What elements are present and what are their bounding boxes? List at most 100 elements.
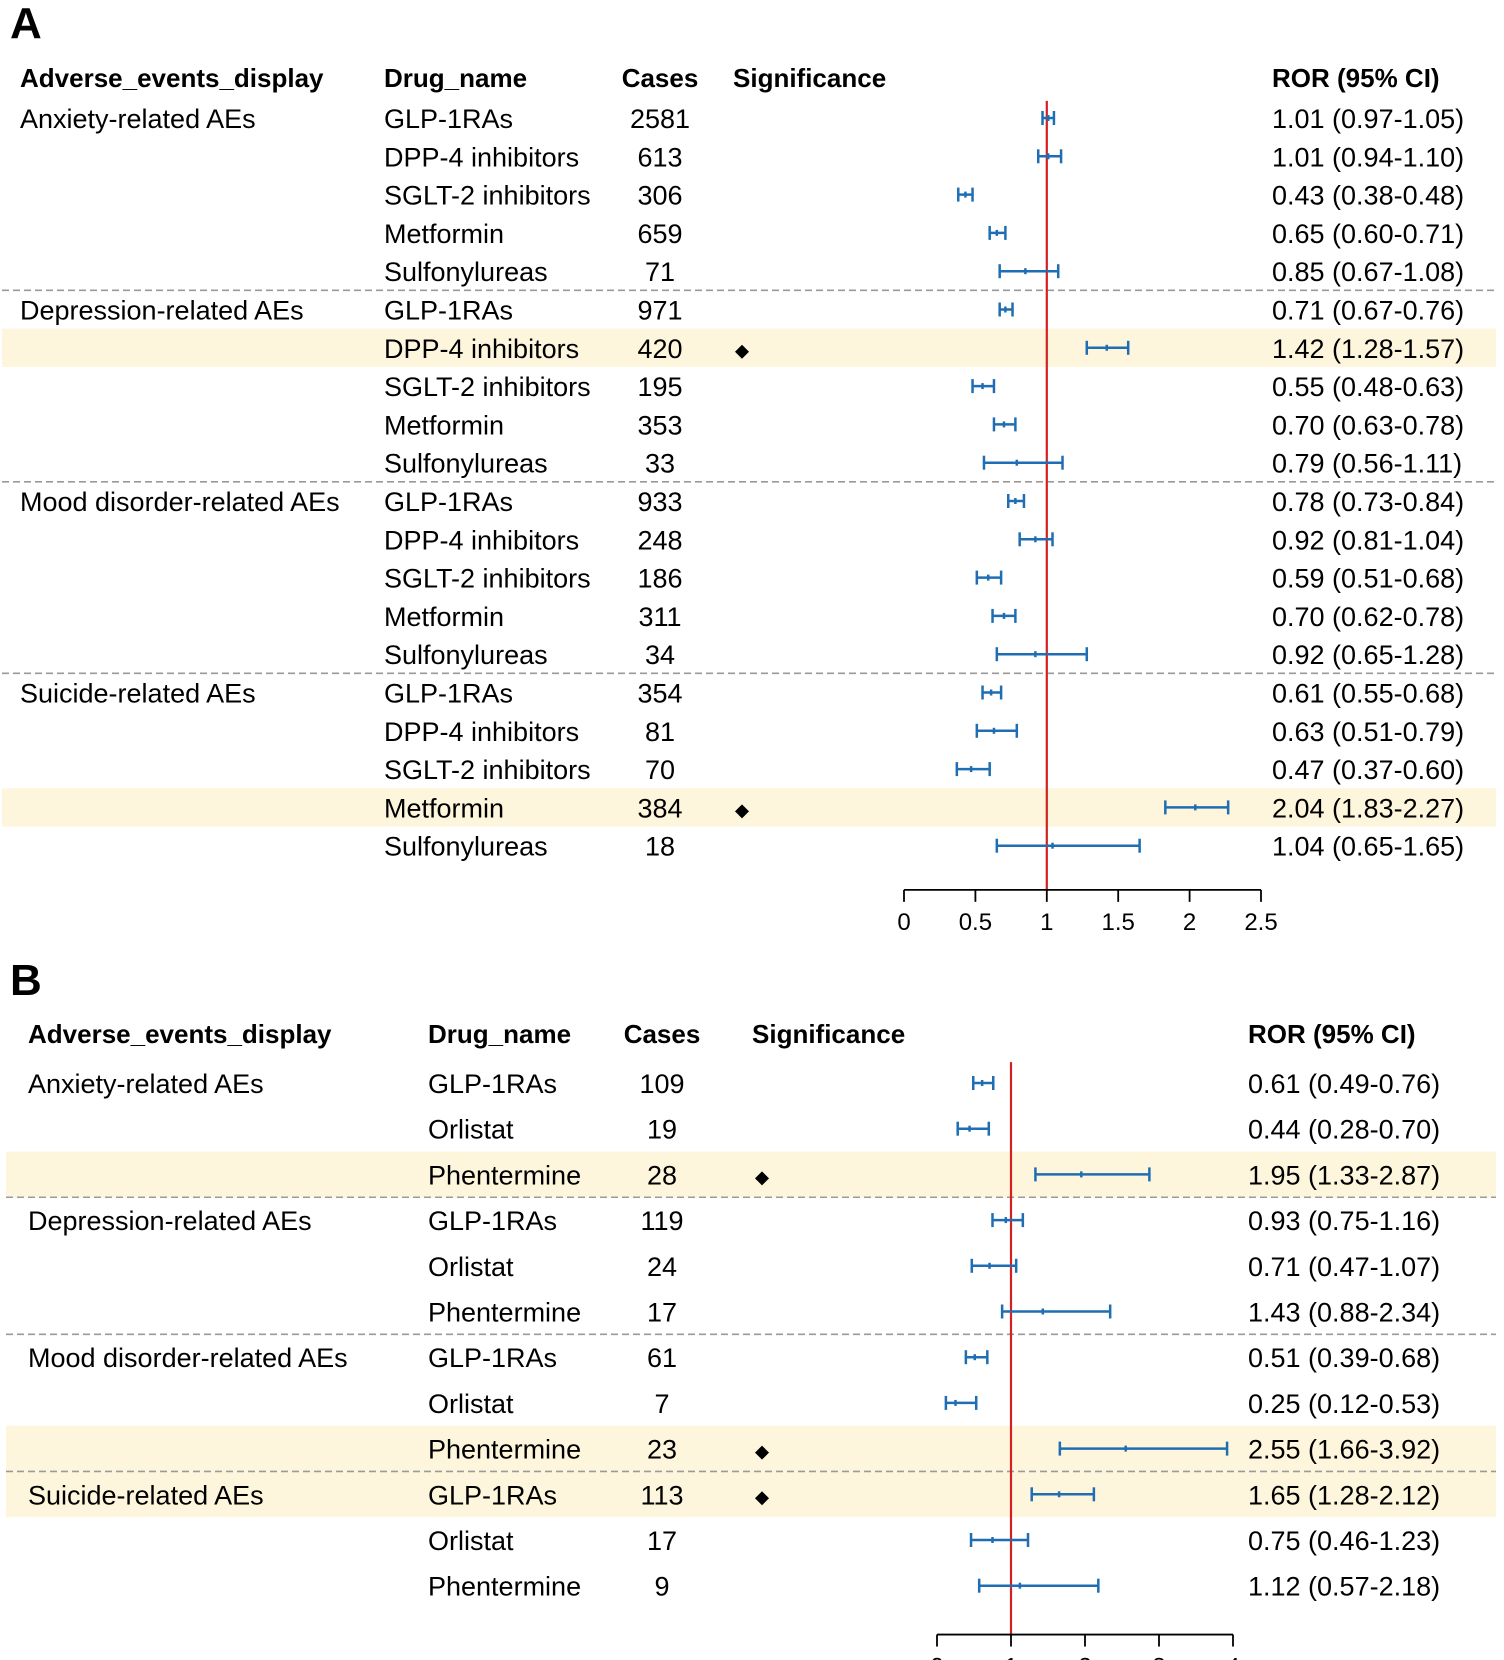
ci-bar — [1041, 111, 1056, 125]
ror-ci-label: 1.01 (0.94-1.10) — [1272, 142, 1464, 172]
drug-label: DPP-4 inhibitors — [384, 525, 579, 555]
event-label: Suicide-related AEs — [28, 1480, 264, 1510]
drug-label: Orlistat — [428, 1252, 514, 1282]
significant-row-highlight — [6, 1425, 1496, 1472]
ror-ci-label: 2.55 (1.66-3.92) — [1248, 1435, 1440, 1465]
ror-ci-label: 0.65 (0.60-0.71) — [1272, 219, 1464, 249]
drug-label: Orlistat — [428, 1526, 514, 1556]
ror-ci-label: 0.63 (0.51-0.79) — [1272, 717, 1464, 747]
ci-bar — [991, 1213, 1025, 1228]
drug-label: DPP-4 inhibitors — [384, 717, 579, 747]
drug-label: Orlistat — [428, 1389, 514, 1419]
cases-value: 248 — [637, 525, 682, 555]
ci-bar — [969, 1533, 1030, 1547]
cases-value: 933 — [637, 487, 682, 517]
ror-ci-label: 0.43 (0.38-0.48) — [1272, 181, 1464, 211]
significant-row-highlight — [2, 788, 1496, 827]
event-label: Mood disorder-related AEs — [20, 487, 340, 517]
ror-ci-label: 0.70 (0.62-0.78) — [1272, 602, 1464, 632]
header-significance: Significance — [752, 1019, 905, 1049]
panel-a-x-axis: 0 0.5 1 1.5 2 2.5 — [897, 888, 1278, 936]
drug-label: Phentermine — [428, 1298, 581, 1328]
header-ror-ci: ROR (95% CI) — [1248, 1019, 1416, 1049]
ror-ci-label: 1.12 (0.57-2.18) — [1248, 1572, 1440, 1602]
significant-row-highlight — [2, 328, 1496, 367]
drug-label: SGLT-2 inhibitors — [384, 372, 591, 402]
ci-bar — [1030, 1487, 1096, 1502]
ci-bar — [1164, 800, 1230, 815]
drug-label: DPP-4 inhibitors — [384, 142, 579, 172]
drug-label: Sulfonylureas — [384, 449, 548, 479]
panel-a-label: A — [10, 0, 42, 48]
drug-label: Sulfonylureas — [384, 832, 548, 862]
header-ror-ci: ROR (95% CI) — [1272, 63, 1440, 93]
ci-bar — [992, 417, 1017, 432]
ror-ci-label: 0.79 (0.56-1.11) — [1272, 449, 1462, 479]
ror-ci-label: 1.43 (0.88-2.34) — [1248, 1298, 1440, 1328]
cases-value: 2581 — [630, 104, 690, 134]
ror-ci-label: 0.92 (0.65-1.28) — [1272, 640, 1464, 670]
panel-a: A Adverse_events_display Drug_name Cases Sig… — [2, 0, 1496, 936]
ror-ci-label: 0.71 (0.47-1.07) — [1248, 1252, 1440, 1282]
ror-ci-label: 1.42 (1.28-1.57) — [1272, 334, 1464, 364]
significance-marker — [755, 1491, 769, 1506]
ci-bar — [964, 1350, 989, 1365]
header-cases: Cases — [622, 63, 699, 93]
ci-bar — [1085, 340, 1130, 355]
ror-ci-label: 0.93 (0.75-1.16) — [1248, 1206, 1440, 1236]
cases-value: 9 — [654, 1572, 669, 1602]
header-drug-name: Drug_name — [384, 63, 527, 93]
header-cases: Cases — [624, 1019, 701, 1049]
axis-tick-label: 4 — [1226, 1654, 1239, 1660]
ror-ci-label: 0.92 (0.81-1.04) — [1272, 525, 1464, 555]
cases-value: 971 — [637, 296, 682, 326]
drug-label: Metformin — [384, 602, 504, 632]
axis-tick-label: 3 — [1152, 1654, 1165, 1660]
ci-bar — [998, 264, 1060, 279]
ror-ci-label: 1.95 (1.33-2.87) — [1248, 1160, 1440, 1190]
drug-label: GLP-1RAs — [428, 1480, 557, 1510]
header-significance: Significance — [733, 63, 886, 93]
ci-bar — [957, 187, 974, 202]
ror-ci-label: 0.75 (0.46-1.23) — [1248, 1526, 1440, 1556]
ci-bar — [1006, 494, 1026, 508]
ror-ci-label: 2.04 (1.83-2.27) — [1272, 793, 1464, 823]
panel-b-label: B — [10, 956, 42, 1005]
ci-bar — [972, 1076, 995, 1090]
cases-value: 81 — [645, 717, 675, 747]
drug-label: SGLT-2 inhibitors — [384, 564, 591, 594]
cases-value: 311 — [638, 602, 681, 632]
cases-value: 33 — [645, 449, 675, 479]
ci-bar — [981, 685, 1003, 700]
ror-ci-label: 0.78 (0.73-0.84) — [1272, 487, 1464, 517]
cases-value: 18 — [645, 832, 675, 862]
ror-ci-label: 1.65 (1.28-2.12) — [1248, 1480, 1440, 1510]
drug-label: GLP-1RAs — [384, 296, 513, 326]
drug-label: GLP-1RAs — [428, 1343, 557, 1373]
ror-ci-label: 1.01 (0.97-1.05) — [1272, 104, 1464, 134]
significant-row-highlight — [6, 1151, 1496, 1198]
ci-bar — [995, 838, 1141, 853]
drug-label: GLP-1RAs — [428, 1069, 557, 1099]
cases-value: 109 — [639, 1069, 684, 1099]
ci-bar — [995, 647, 1089, 662]
ror-ci-label: 0.47 (0.37-0.60) — [1272, 755, 1464, 785]
axis-tick-label: 0.5 — [959, 909, 992, 936]
cases-value: 24 — [647, 1252, 677, 1282]
cases-value: 34 — [645, 640, 675, 670]
ci-bar — [975, 723, 1019, 738]
cases-value: 23 — [647, 1435, 677, 1465]
ci-bar — [955, 762, 991, 777]
drug-label: Phentermine — [428, 1435, 581, 1465]
drug-label: GLP-1RAs — [428, 1206, 557, 1236]
header-adverse-event: Adverse_events_display — [20, 63, 324, 93]
cases-value: 19 — [647, 1115, 677, 1145]
drug-label: Metformin — [384, 219, 504, 249]
cases-value: 7 — [654, 1389, 669, 1419]
drug-label: Sulfonylureas — [384, 640, 548, 670]
cases-value: 119 — [640, 1206, 683, 1236]
axis-tick-label: 1 — [1040, 909, 1053, 936]
ci-bar — [1000, 1304, 1112, 1319]
ci-bar — [1034, 1167, 1151, 1182]
header-adverse-event: Adverse_events_display — [28, 1019, 332, 1049]
